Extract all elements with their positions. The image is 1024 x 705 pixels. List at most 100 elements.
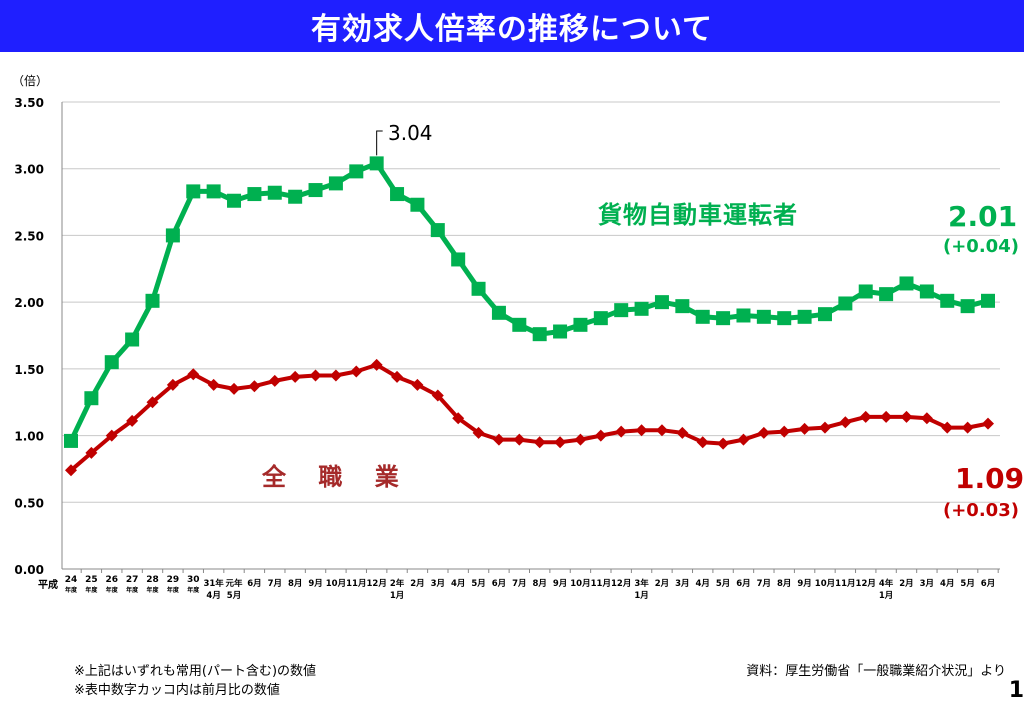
data-point-square [981,293,995,308]
data-point-square [756,309,771,324]
data-point-diamond [900,410,913,423]
data-point-square [410,197,425,212]
legend-truck-drivers: 貨物自動車運転者 [598,201,798,229]
data-point-diamond [289,370,302,383]
data-point-square [430,223,445,238]
data-point-square [634,301,649,316]
data-point-diamond [941,421,954,434]
data-point-square [817,307,832,322]
data-point-diamond [126,414,139,427]
data-point-square [491,305,506,320]
truck-change-value: (+0.04) [943,236,1019,257]
data-point-diamond [65,464,77,477]
x-tick-label: 11月 [346,579,366,589]
legend-all-occupations: 全 職 業 [262,463,411,491]
data-point-diamond [717,437,730,450]
peak-leader-line [376,130,383,156]
source-note: 資料：厚生労働省「一般職業紹介状況」より [746,664,1006,679]
series-line-all-occupations [69,362,989,472]
x-tick-label: 7月 [512,579,526,589]
x-tick-label: 2月 [899,579,913,589]
footnote-2: ※表中数字カッコ内は前月比の数値 [74,683,280,698]
x-tick-label: 8月 [777,579,791,589]
grid [61,101,1000,573]
data-point-diamond [207,378,220,391]
x-tick-label: 2年 [390,578,405,589]
x-tick-sublabel: 年度 [65,586,78,594]
x-tick-label: 3月 [675,579,689,589]
data-point-square [532,327,547,342]
data-point-square [349,164,364,179]
data-point-square [919,284,934,299]
x-tick-label: 6月 [736,579,750,589]
x-tick-label: 12月 [611,579,631,589]
x-tick-label: 9月 [308,579,322,589]
x-tick-label: 11月 [591,579,611,589]
x-tick-label: 10月 [570,579,590,589]
x-tick-label: 29 [167,575,180,585]
data-point-square [797,309,812,324]
y-tick-label: 1.00 [14,430,44,444]
data-point-square [736,308,751,323]
data-point-diamond [839,416,852,429]
all-latest-value: 1.09 [955,462,1024,495]
x-tick-label: 6月 [247,579,261,589]
data-point-square [614,303,629,318]
x-tick-label: 6月 [492,579,506,589]
data-point-diamond [757,426,770,439]
x-tick-label: 5月 [716,579,730,589]
data-point-diamond [554,436,567,449]
x-tick-label: 4月 [940,579,954,589]
y-tick-label: 0.50 [14,496,44,510]
x-tick-label: 10月 [326,579,346,589]
y-tick-label: 1.50 [14,363,44,377]
x-tick-label: 25 [85,575,98,585]
x-tick-label: 10月 [815,579,835,589]
data-point-square [369,156,384,171]
data-point-square [858,284,873,299]
x-tick-sublabel: 年度 [167,586,180,594]
data-point-diamond [615,425,628,438]
x-tick-label: 元年 [226,578,244,589]
data-point-square [145,293,160,308]
data-point-square [288,189,303,204]
data-point-square [206,184,221,199]
x-tick-label: 7月 [268,579,282,589]
x-tick-label: 4年 [879,578,894,589]
data-point-diamond [370,358,383,371]
x-tick-sublabel: 1月 [634,591,648,601]
data-point-square [838,296,853,311]
page-title: 有効求人倍率の推移について [310,12,714,47]
data-point-square [64,433,78,448]
x-tick-label: 12月 [856,579,876,589]
data-point-diamond [329,369,342,382]
data-point-diamond [798,422,811,435]
y-tick-label: 2.00 [14,296,44,310]
x-tick-label: 5月 [960,579,974,589]
x-tick-label: 9月 [553,579,567,589]
data-point-diamond [268,374,281,387]
data-point-diamond [248,380,261,393]
x-tick-label: 8月 [288,579,302,589]
data-point-square [553,324,568,339]
data-point-square [654,295,669,310]
x-tick-sublabel: 1月 [390,591,404,601]
x-tick-label: 7月 [757,579,771,589]
data-point-square [267,185,282,200]
x-tick-label: 26 [105,575,118,585]
data-point-square [512,317,527,332]
x-tick-label: 3月 [431,579,445,589]
data-point-square [125,332,140,347]
data-point-diamond [431,389,444,402]
data-point-square [573,317,588,332]
x-tick-label: 24 [65,575,78,585]
x-tick-sublabel: 1月 [879,591,893,601]
data-point-diamond [880,410,893,423]
data-point-diamond [533,436,546,449]
data-point-diamond [655,424,668,437]
data-point-square [390,187,405,202]
data-point-diamond [105,429,118,442]
data-point-square [899,276,914,291]
data-point-square [451,252,466,267]
data-point-square [186,184,201,199]
